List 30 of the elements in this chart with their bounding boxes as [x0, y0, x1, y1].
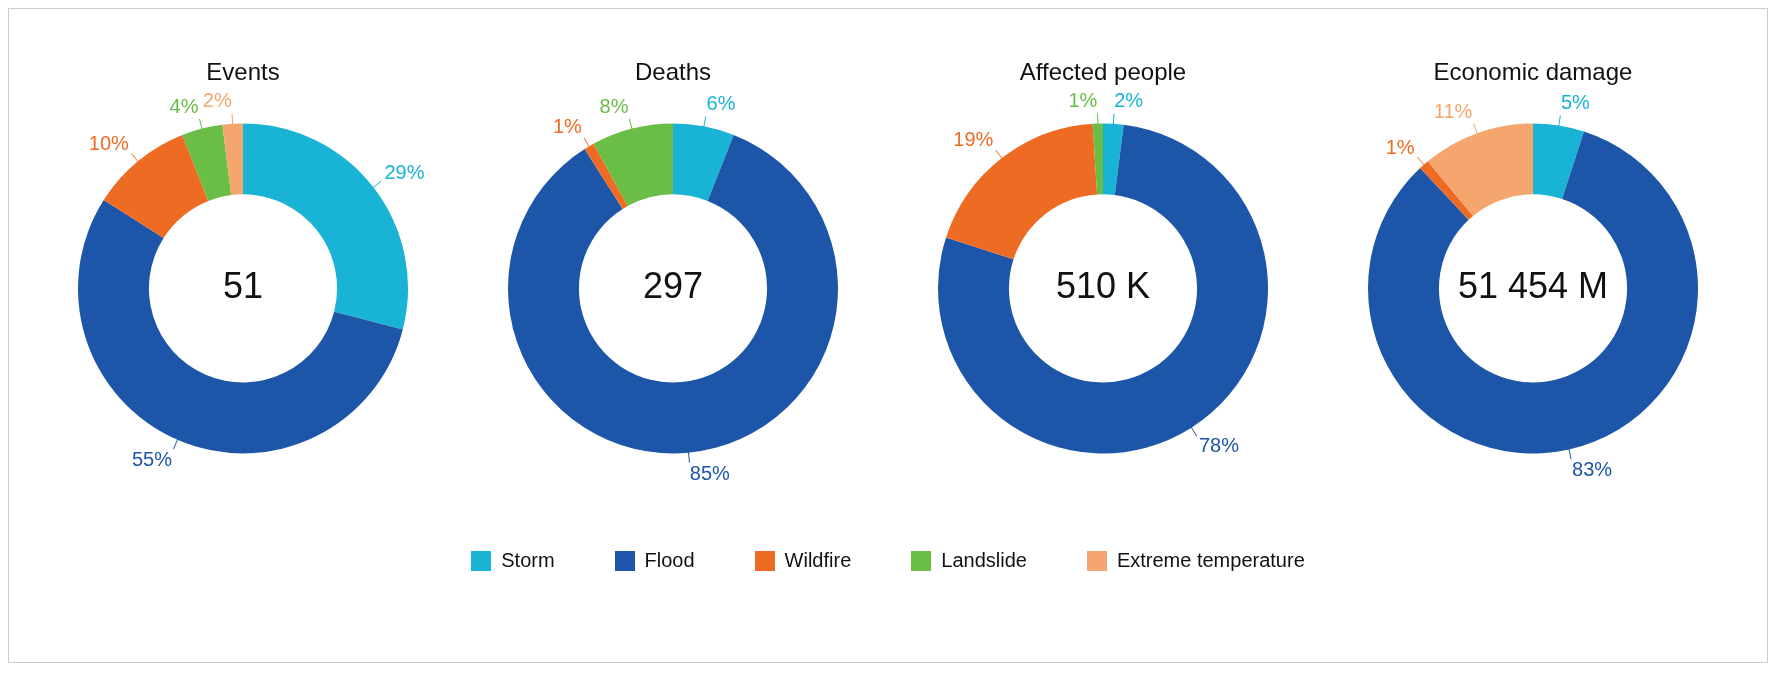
data-label: 1%	[1068, 89, 1098, 112]
chart-title: Affected people	[1019, 58, 1187, 86]
data-label: 6%	[706, 92, 736, 115]
chart-title: Economic damage	[1433, 58, 1633, 86]
data-label: 2%	[202, 89, 232, 112]
chart-title: Events	[206, 58, 280, 86]
legend-label: Wildfire	[784, 549, 852, 572]
data-label: 78%	[1198, 433, 1240, 456]
data-label: 4%	[169, 94, 199, 117]
data-label: 83%	[1572, 458, 1613, 481]
text: 510 K	[1055, 265, 1151, 307]
text: 51	[222, 265, 264, 307]
data-label: 2%	[1114, 89, 1144, 112]
data-label: 55%	[131, 447, 173, 470]
legend-label: Flood	[644, 549, 695, 572]
data-label: 5%	[1561, 91, 1591, 114]
legend-label: Extreme temperature	[1116, 549, 1305, 572]
text: 297	[642, 265, 704, 307]
data-label: 1%	[1385, 135, 1415, 158]
legend-label: Landslide	[941, 549, 1027, 572]
chart-title: Deaths	[634, 58, 712, 86]
data-label: 85%	[689, 462, 731, 485]
data-label: 1%	[552, 114, 583, 137]
data-label: 19%	[953, 128, 994, 151]
data-label: 11%	[1433, 99, 1473, 122]
legend-label: Storm	[501, 549, 555, 572]
data-label: 8%	[599, 94, 629, 117]
data-label: 10%	[88, 131, 130, 154]
text: 51 454 M	[1457, 265, 1609, 307]
data-label: 29%	[384, 161, 425, 184]
